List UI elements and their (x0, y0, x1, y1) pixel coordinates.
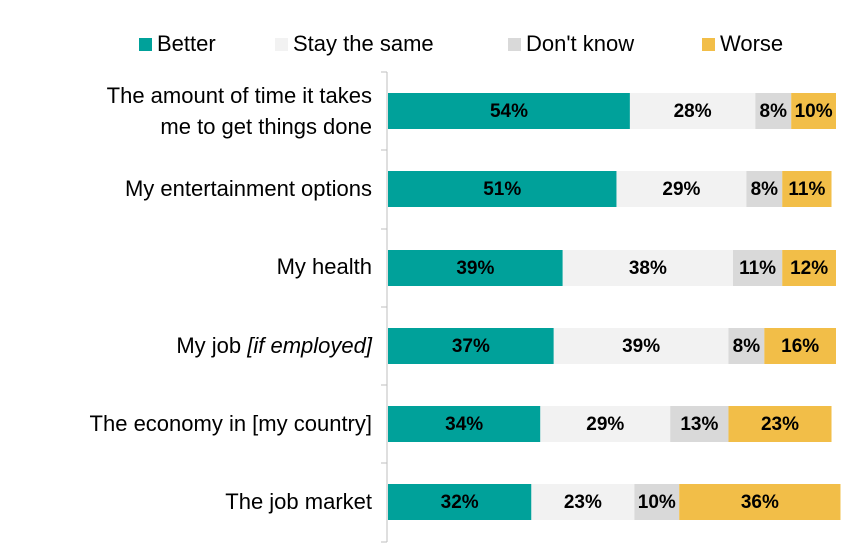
bar-segment-stay-the-same (540, 406, 671, 442)
bar-segment-don-t-know (732, 250, 783, 286)
data-label: 38% (629, 258, 667, 279)
data-label: 11% (739, 258, 776, 279)
bar-segment-don-t-know (728, 328, 765, 364)
bar-segment-worse (791, 93, 836, 129)
category-label: me to get things done (160, 114, 372, 139)
data-label: 11% (788, 179, 825, 200)
data-label: 39% (456, 258, 494, 279)
bar-segment-worse (764, 328, 836, 364)
category-label: My job [if employed] (176, 333, 373, 358)
category-labels: The amount of time it takes me to get thi… (90, 83, 373, 514)
bar-segments (388, 93, 841, 520)
bar-segment-stay-the-same (629, 93, 756, 129)
legend-swatch (139, 38, 152, 51)
bar-segment-don-t-know (670, 406, 729, 442)
category-label: The job market (225, 489, 372, 514)
data-label: 29% (662, 179, 700, 200)
data-label: 8% (751, 179, 779, 200)
data-label: 32% (441, 492, 479, 513)
bar-segment-stay-the-same (562, 250, 733, 286)
bar-segment-stay-the-same (616, 171, 747, 207)
bar-segment-better (388, 406, 541, 442)
bar-segment-don-t-know (746, 171, 783, 207)
data-label: 8% (760, 101, 788, 122)
legend-label: Worse (720, 31, 783, 56)
data-label: 29% (586, 414, 624, 435)
data-label: 54% (490, 101, 528, 122)
category-axis-ticks (381, 71, 387, 543)
bar-segment-better (388, 328, 554, 364)
data-label: 28% (674, 101, 712, 122)
bar-segment-don-t-know (634, 484, 680, 520)
bar-segment-better (388, 484, 532, 520)
category-label: The amount of time it takes (107, 83, 372, 108)
data-label: 37% (452, 336, 490, 357)
legend-swatch (702, 38, 715, 51)
category-label: The economy in [my country] (90, 411, 372, 436)
category-label: My entertainment options (125, 176, 372, 201)
data-label: 23% (761, 414, 799, 435)
data-label: 8% (733, 336, 761, 357)
chart-legend: Better Stay the same Don't know Worse (139, 31, 783, 56)
bar-segment-stay-the-same (531, 484, 635, 520)
data-label: 36% (741, 492, 779, 513)
data-label: 51% (483, 179, 521, 200)
legend-label: Don't know (526, 31, 634, 56)
bar-segment-worse (782, 250, 836, 286)
legend-label: Better (157, 31, 216, 56)
data-label: 23% (564, 492, 602, 513)
bar-segment-better (388, 171, 617, 207)
bar-segment-don-t-know (755, 93, 792, 129)
bar-segment-stay-the-same (553, 328, 729, 364)
bar-segment-worse (782, 171, 832, 207)
legend-swatch (508, 38, 521, 51)
bar-segment-better (388, 250, 563, 286)
bar-segment-better (388, 93, 630, 129)
data-label: 16% (781, 336, 819, 357)
data-labels: 54% 28% 8% 10% 51% 29% 8% 11% 39% 38% 11% 12% 37% 39%… (441, 101, 833, 513)
data-label: 39% (622, 336, 660, 357)
legend-swatch (275, 38, 288, 51)
bar-segment-worse (679, 484, 841, 520)
bar-segment-worse (728, 406, 832, 442)
data-label: 10% (638, 492, 676, 513)
data-label: 13% (680, 414, 718, 435)
data-label: 10% (795, 101, 833, 122)
legend-label: Stay the same (293, 31, 434, 56)
category-label: My health (277, 254, 372, 279)
data-label: 12% (790, 258, 828, 279)
data-label: 34% (445, 414, 483, 435)
